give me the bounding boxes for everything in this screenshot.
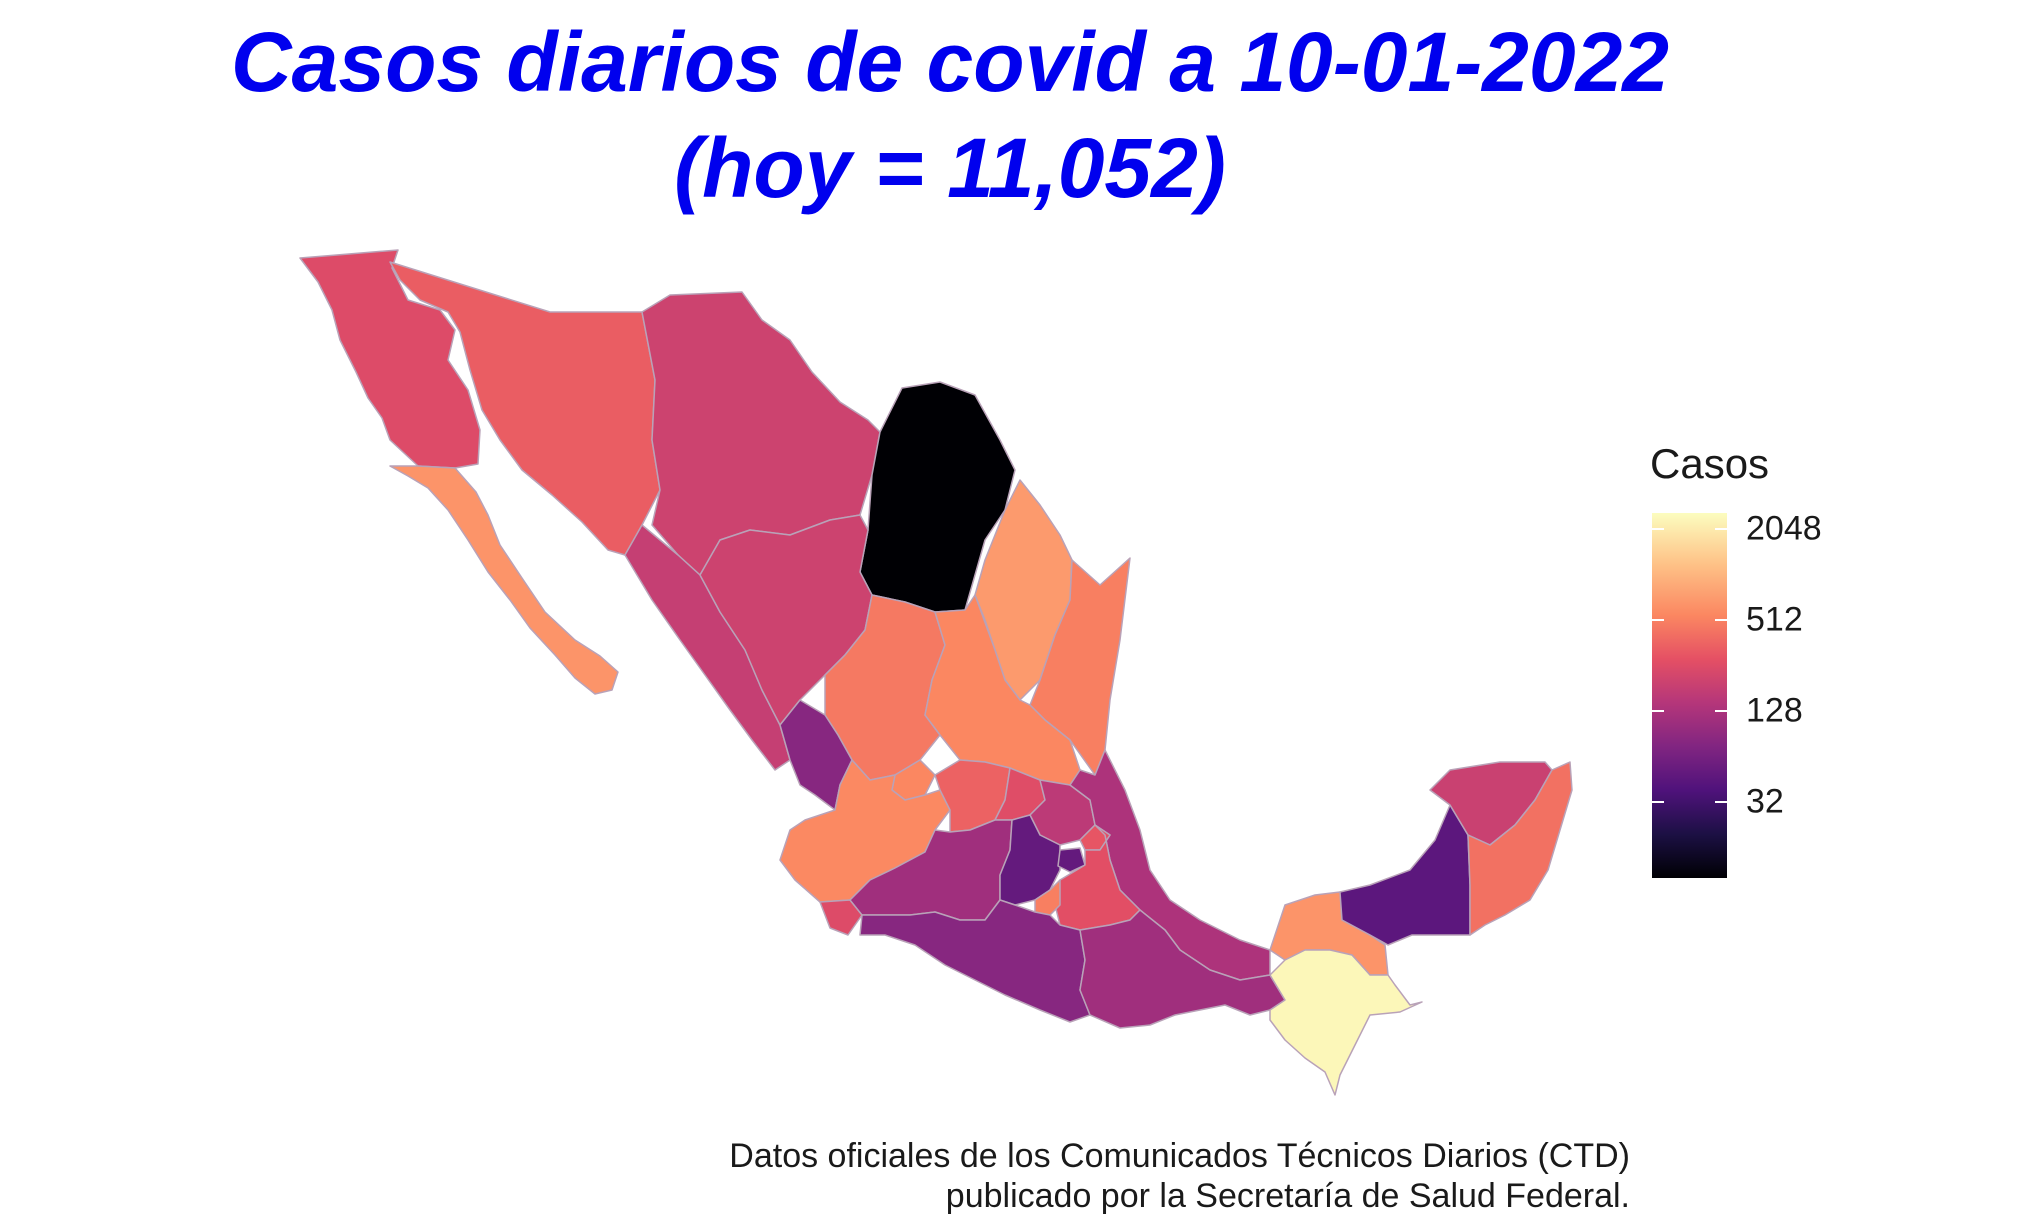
- state-chiapas: [1269, 949, 1423, 1096]
- legend-tick-label: 512: [1746, 600, 1803, 639]
- legend-tick-label: 32: [1746, 782, 1784, 821]
- state-quintana-roo: [1467, 761, 1573, 936]
- legend-title: Casos: [1650, 440, 1770, 487]
- source-caption: Datos oficiales de los Comunicados Técni…: [729, 1136, 1630, 1216]
- state-ciudad-de-mexico: [1057, 847, 1086, 873]
- legend-colorbar: [1652, 513, 1727, 878]
- map-title-line2: (hoy = 11,052): [674, 121, 1226, 215]
- legend-tick-label: 2048: [1746, 509, 1822, 548]
- map-title-line1: Casos diarios de covid a 10-01-2022: [230, 15, 1670, 109]
- state-colima: [819, 899, 863, 936]
- state-baja-california-sur: [389, 465, 619, 695]
- state-tamaulipas: [1029, 557, 1131, 776]
- legend-tick-label: 128: [1746, 691, 1803, 730]
- caption-line2: publicado por la Secretaría de Salud Fed…: [945, 1177, 1630, 1215]
- caption-line1: Datos oficiales de los Comunicados Técni…: [729, 1137, 1630, 1175]
- state-baja-california: [299, 249, 481, 469]
- state-campeche: [1339, 804, 1471, 946]
